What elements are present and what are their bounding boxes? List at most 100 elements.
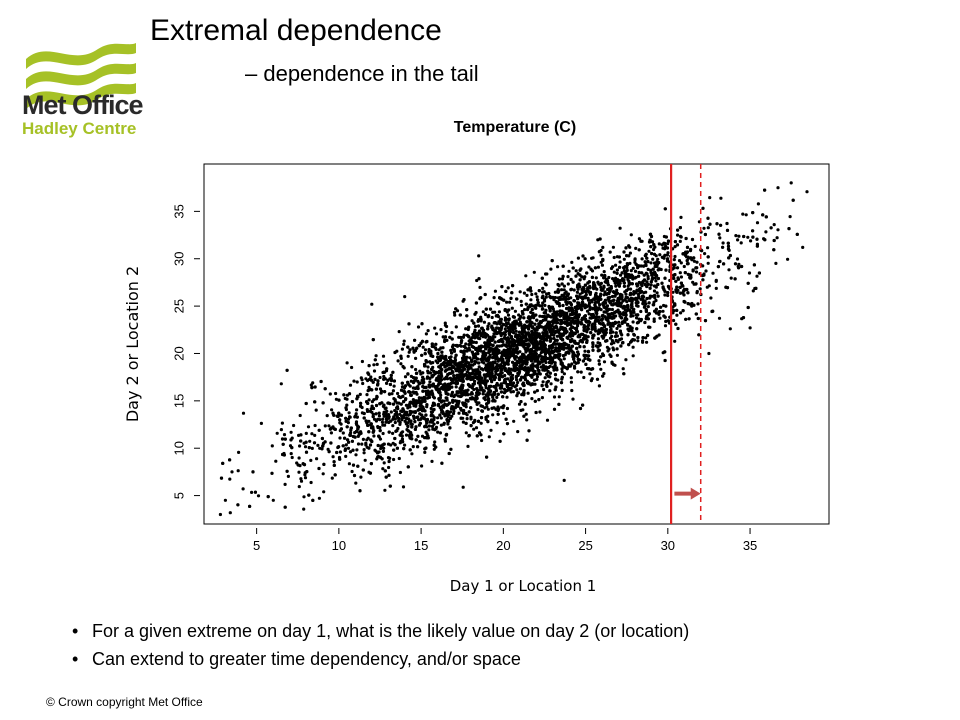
- scatter-point: [775, 236, 779, 240]
- scatter-point: [526, 391, 530, 395]
- scatter-point: [418, 369, 422, 373]
- scatter-point: [614, 263, 618, 267]
- scatter-point: [370, 400, 374, 404]
- scatter-point: [362, 416, 366, 420]
- scatter-point: [672, 318, 676, 323]
- scatter-point: [643, 260, 647, 264]
- scatter-point: [706, 226, 710, 230]
- scatter-point: [528, 334, 532, 338]
- scatter-point: [665, 259, 670, 263]
- scatter-point: [614, 284, 618, 288]
- scatter-point: [599, 292, 603, 296]
- scatter-point: [726, 244, 731, 248]
- scatter-point: [525, 418, 529, 422]
- scatter-point: [483, 406, 487, 410]
- scatter-point: [410, 452, 414, 456]
- scatter-point: [440, 461, 444, 465]
- scatter-point: [648, 238, 652, 242]
- scatter-point: [658, 253, 662, 257]
- scatter-point: [576, 256, 580, 260]
- scatter-point: [749, 239, 753, 243]
- scatter-point: [380, 420, 384, 424]
- scatter-point: [363, 458, 367, 462]
- scatter-point: [453, 313, 457, 317]
- scatter-point: [482, 320, 486, 324]
- scatter-point: [476, 419, 481, 423]
- scatter-point: [618, 226, 622, 230]
- scatter-point: [521, 352, 525, 356]
- scatter-point: [643, 304, 647, 309]
- scatter-point: [414, 371, 419, 375]
- scatter-point: [560, 370, 564, 374]
- scatter-point: [646, 277, 650, 281]
- scatter-point: [484, 307, 488, 311]
- scatter-point: [436, 416, 440, 420]
- scatter-point: [655, 334, 659, 338]
- scatter-point: [529, 359, 533, 363]
- scatter-point: [474, 400, 478, 404]
- scatter-point: [653, 245, 657, 249]
- scatter-point: [454, 325, 458, 329]
- scatter-point: [345, 425, 349, 429]
- scatter-point: [606, 322, 610, 326]
- scatter-point: [425, 421, 429, 425]
- scatter-point: [383, 377, 387, 381]
- scatter-point: [447, 367, 451, 371]
- scatter-point: [544, 365, 548, 369]
- scatter-point: [666, 257, 670, 261]
- scatter-point: [338, 421, 342, 425]
- scatter-point: [572, 299, 577, 303]
- scatter-point: [304, 431, 308, 435]
- scatter-point: [488, 307, 493, 311]
- scatter-point: [506, 286, 510, 290]
- scatter-point: [504, 377, 508, 381]
- scatter-point: [464, 431, 468, 435]
- scatter-point: [425, 339, 429, 344]
- scatter-point: [576, 296, 580, 301]
- scatter-point: [606, 316, 610, 320]
- scatter-point: [487, 338, 491, 342]
- scatter-point: [356, 434, 360, 438]
- scatter-point: [592, 297, 596, 301]
- scatter-point: [403, 375, 408, 379]
- scatter-point: [570, 362, 574, 366]
- scatter-point: [354, 421, 358, 425]
- scatter-point: [530, 307, 534, 312]
- scatter-point: [496, 373, 500, 377]
- scatter-point: [401, 364, 405, 369]
- scatter-point: [617, 284, 621, 288]
- scatter-point: [525, 293, 529, 297]
- scatter-point: [576, 342, 580, 346]
- scatter-point: [733, 262, 738, 266]
- scatter-point: [315, 457, 319, 461]
- scatter-point: [625, 266, 629, 270]
- scatter-point: [602, 310, 606, 314]
- scatter-point: [576, 357, 580, 361]
- scatter-point: [439, 416, 443, 420]
- logo-wave-3: [26, 83, 136, 109]
- scatter-point: [298, 444, 302, 448]
- scatter-point: [462, 352, 466, 356]
- scatter-point: [448, 416, 453, 420]
- scatter-point: [641, 336, 645, 340]
- scatter-point: [718, 260, 722, 264]
- scatter-point: [726, 247, 731, 251]
- scatter-point: [424, 389, 428, 393]
- scatter-point: [656, 294, 660, 298]
- scatter-point: [599, 285, 603, 289]
- scatter-point: [367, 364, 371, 368]
- scatter-point: [615, 291, 619, 295]
- scatter-point: [612, 255, 616, 260]
- scatter-point: [396, 359, 400, 363]
- scatter-point: [423, 348, 428, 352]
- scatter-point: [594, 329, 598, 333]
- scatter-point: [516, 380, 520, 385]
- scatter-point: [473, 336, 477, 340]
- scatter-point: [414, 438, 418, 442]
- scatter-point: [356, 464, 360, 468]
- scatter-point: [473, 379, 477, 383]
- scatter-point: [589, 267, 593, 271]
- scatter-point: [461, 485, 465, 489]
- scatter-point: [626, 322, 630, 327]
- scatter-point: [476, 352, 480, 356]
